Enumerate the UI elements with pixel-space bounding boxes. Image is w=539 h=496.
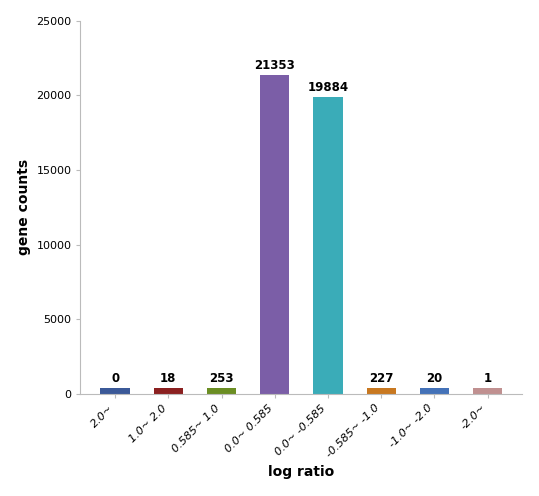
Text: 1: 1: [483, 372, 492, 385]
Bar: [154, 388, 183, 394]
Bar: [207, 388, 236, 394]
Text: 19884: 19884: [307, 81, 349, 94]
Text: 227: 227: [369, 372, 393, 385]
Text: 18: 18: [160, 372, 176, 385]
Bar: [260, 75, 289, 394]
Bar: [100, 388, 130, 394]
Bar: [313, 97, 343, 394]
Text: 20: 20: [426, 372, 443, 385]
Text: 21353: 21353: [254, 60, 295, 72]
Bar: [367, 388, 396, 394]
Bar: [473, 388, 502, 394]
Text: 0: 0: [111, 372, 119, 385]
X-axis label: log ratio: log ratio: [268, 465, 335, 479]
Y-axis label: gene counts: gene counts: [17, 159, 31, 255]
Bar: [420, 388, 449, 394]
Text: 253: 253: [209, 372, 234, 385]
